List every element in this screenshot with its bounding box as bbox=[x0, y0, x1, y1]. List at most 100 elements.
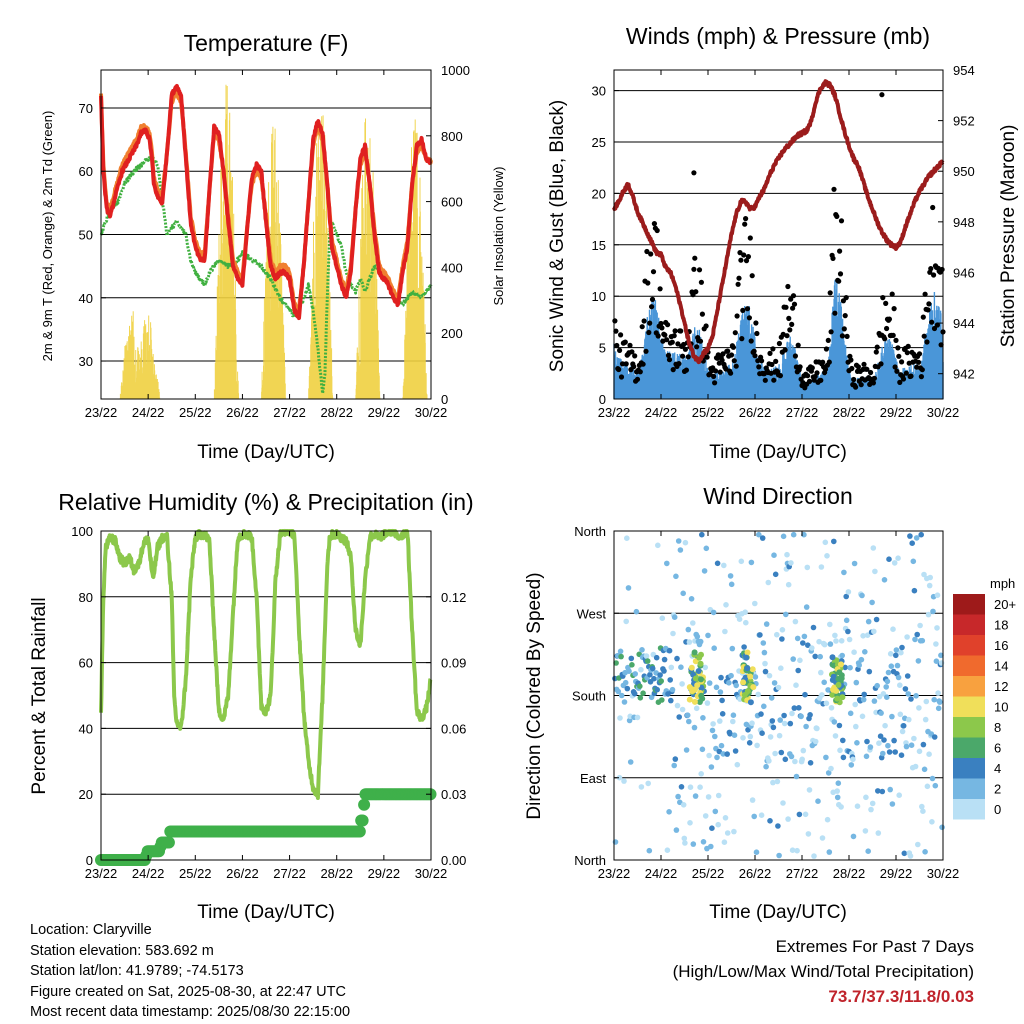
gust-point bbox=[647, 320, 653, 326]
direction-point bbox=[732, 748, 739, 754]
direction-point bbox=[672, 756, 679, 762]
gust-point bbox=[823, 346, 830, 352]
direction-point bbox=[789, 847, 796, 853]
direction-point bbox=[912, 763, 919, 770]
direction-point bbox=[850, 833, 857, 840]
direction-point bbox=[863, 794, 869, 801]
direction-point bbox=[705, 632, 711, 639]
direction-point bbox=[929, 819, 935, 825]
legend-swatch bbox=[953, 614, 985, 635]
legend-swatch bbox=[953, 799, 985, 820]
gust-point bbox=[740, 307, 746, 313]
direction-point bbox=[931, 734, 938, 740]
direction-point bbox=[889, 801, 896, 807]
direction-point bbox=[719, 697, 725, 704]
direction-point bbox=[892, 749, 898, 755]
direction-point bbox=[926, 582, 933, 589]
direction-point bbox=[673, 573, 679, 580]
gust-point bbox=[939, 266, 945, 273]
gust-point bbox=[789, 321, 795, 327]
gust-point bbox=[882, 336, 888, 342]
direction-point bbox=[687, 784, 694, 790]
y-tick-label: 40 bbox=[79, 721, 93, 736]
direction-point bbox=[696, 699, 703, 705]
precip-point bbox=[353, 825, 366, 838]
gust-point bbox=[618, 374, 625, 380]
direction-point bbox=[700, 715, 706, 721]
gust-point bbox=[749, 273, 755, 279]
direction-point bbox=[671, 762, 677, 769]
direction-point bbox=[762, 660, 768, 667]
x-tick-label: 25/22 bbox=[179, 866, 212, 881]
x-tick-label: 30/22 bbox=[927, 866, 960, 881]
direction-point bbox=[799, 756, 805, 763]
direction-point bbox=[848, 762, 855, 768]
gust-point bbox=[769, 361, 775, 368]
direction-point bbox=[878, 710, 884, 716]
gust-point bbox=[697, 338, 704, 344]
direction-point bbox=[708, 764, 715, 770]
gust-point bbox=[639, 324, 645, 330]
direction-point bbox=[832, 733, 839, 739]
direction-point bbox=[702, 664, 708, 671]
direction-point bbox=[906, 716, 912, 723]
pressure-line bbox=[612, 79, 945, 365]
direction-point bbox=[891, 560, 898, 566]
gust-point bbox=[665, 322, 671, 328]
direction-point bbox=[890, 626, 896, 632]
legend-label: 6 bbox=[994, 741, 1001, 756]
gust-point bbox=[868, 369, 874, 376]
direction-point bbox=[748, 559, 755, 566]
x-tick-label: 27/22 bbox=[786, 405, 819, 420]
y2-tick-label: 950 bbox=[953, 164, 975, 179]
direction-point bbox=[779, 627, 786, 633]
gust-point bbox=[730, 344, 737, 350]
gust-series bbox=[612, 92, 946, 391]
x-tick-label: 28/22 bbox=[833, 405, 866, 420]
pressure-y2label: Station Pressure (Maroon) bbox=[998, 125, 1019, 348]
humidity-plot-frame bbox=[100, 530, 432, 861]
direction-point bbox=[648, 694, 655, 701]
direction-point bbox=[783, 611, 789, 618]
direction-point bbox=[621, 778, 627, 784]
direction-point bbox=[769, 718, 776, 724]
direction-point bbox=[690, 841, 697, 847]
direction-point bbox=[638, 784, 645, 790]
direction-point bbox=[634, 714, 641, 721]
direction-point bbox=[759, 535, 766, 541]
direction-point bbox=[655, 542, 661, 549]
direction-point bbox=[836, 669, 843, 676]
direction-point bbox=[754, 742, 760, 749]
direction-point bbox=[749, 797, 756, 803]
direction-point bbox=[760, 640, 767, 646]
gust-point bbox=[617, 347, 623, 353]
gust-point bbox=[870, 380, 877, 386]
direction-point bbox=[706, 680, 713, 686]
direction-point bbox=[666, 647, 673, 654]
direction-point bbox=[873, 616, 880, 623]
legend-swatch bbox=[953, 676, 985, 697]
direction-point bbox=[938, 652, 944, 659]
direction-point bbox=[933, 641, 939, 647]
direction-point bbox=[706, 752, 712, 759]
y-tick-label: 20 bbox=[592, 186, 606, 201]
direction-point bbox=[615, 688, 622, 695]
gust-point bbox=[678, 328, 684, 334]
direction-point bbox=[788, 560, 794, 566]
direction-point bbox=[931, 696, 937, 703]
direction-point bbox=[860, 633, 866, 639]
gust-point bbox=[699, 311, 706, 317]
gust-point bbox=[640, 361, 646, 367]
direction-point bbox=[839, 694, 846, 701]
legend-swatch bbox=[953, 717, 985, 738]
direction-point bbox=[755, 691, 761, 698]
direction-point bbox=[905, 691, 911, 697]
direction-point bbox=[747, 699, 754, 706]
direction-point bbox=[826, 849, 833, 855]
direction-point bbox=[793, 682, 799, 688]
direction-point bbox=[661, 668, 667, 674]
gust-point bbox=[916, 359, 922, 365]
winds-pressure-panel: Winds (mph) & Pressure (mb) 23/22 24/22 25… bbox=[547, 23, 1019, 463]
direction-point bbox=[869, 800, 876, 807]
gust-point bbox=[814, 370, 820, 376]
